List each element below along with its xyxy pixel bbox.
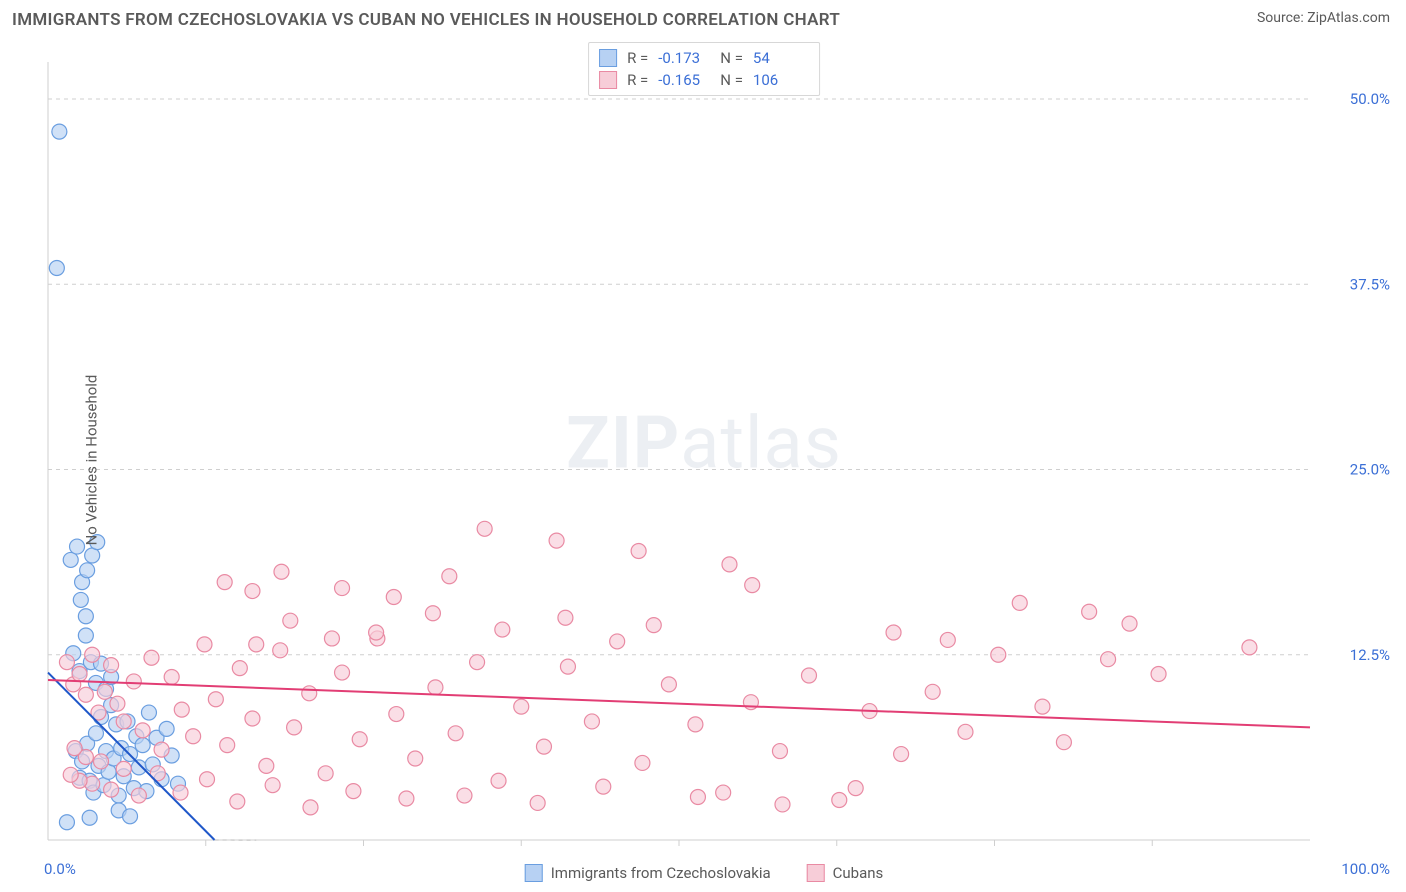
svg-text:37.5%: 37.5% — [1350, 275, 1390, 293]
svg-text:25.0%: 25.0% — [1350, 461, 1390, 479]
legend-item-czech: Immigrants from Czechoslovakia — [525, 864, 771, 882]
series-legend: Immigrants from Czechoslovakia Cubans — [525, 864, 884, 882]
svg-text:50.0%: 50.0% — [1350, 90, 1390, 108]
chart-title: IMMIGRANTS FROM CZECHOSLOVAKIA VS CUBAN … — [12, 10, 840, 30]
y-axis-label: No Vehicles in Household — [82, 375, 100, 546]
legend-row-cuban: R = -0.165 N = 106 — [599, 69, 805, 91]
legend-swatch-cuban — [599, 71, 617, 89]
chart-header: IMMIGRANTS FROM CZECHOSLOVAKIA VS CUBAN … — [0, 0, 1406, 34]
correlation-legend: R = -0.173 N = 54 R = -0.165 N = 106 — [588, 42, 820, 96]
svg-text:0.0%: 0.0% — [44, 860, 76, 878]
chart-container: ZIPatlas No Vehicles in Household 12.5%2… — [12, 38, 1396, 882]
chart-source: Source: ZipAtlas.com — [1257, 10, 1390, 26]
legend-row-czech: R = -0.173 N = 54 — [599, 47, 805, 69]
svg-text:100.0%: 100.0% — [1341, 860, 1390, 878]
legend-item-cuban: Cubans — [807, 864, 884, 882]
svg-text:12.5%: 12.5% — [1350, 646, 1390, 664]
scatter-chart: 12.5% 25.0% 37.5% 50.0% 0.0% 100.0% — [12, 38, 1396, 882]
legend-swatch-czech — [599, 49, 617, 67]
legend-swatch-cuban-b — [807, 864, 825, 882]
legend-swatch-czech-b — [525, 864, 543, 882]
